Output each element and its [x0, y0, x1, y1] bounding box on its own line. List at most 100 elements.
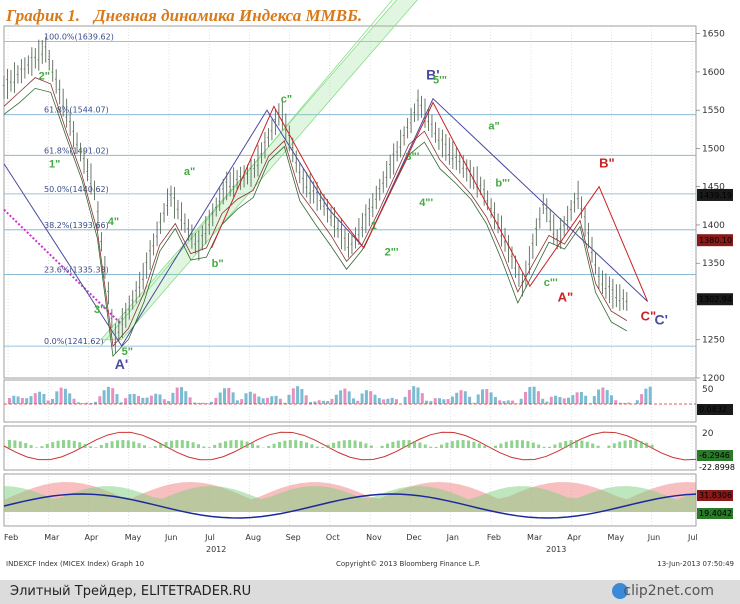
- indicator-1-bar: [218, 392, 222, 404]
- indicator-1-bar: [244, 393, 248, 404]
- indicator-1-bar: [635, 400, 639, 404]
- indicator-1-bar: [210, 401, 214, 404]
- indicator-1-bar: [545, 401, 549, 404]
- indicator-1-bar: [622, 403, 626, 404]
- indicator-1-bar: [536, 391, 540, 404]
- indicator-1-bar: [407, 389, 411, 404]
- x-tick-label: Jan: [446, 533, 459, 542]
- indicator-1-bar: [304, 395, 308, 404]
- wave-label-green: a": [488, 120, 499, 132]
- x-tick-label: Jun: [164, 533, 178, 542]
- indicator-3-tag-bg-2: [697, 508, 733, 519]
- moving-average-short: [3, 77, 628, 348]
- indicator-1-bar: [330, 398, 334, 404]
- wave-label-blue: A': [115, 356, 128, 372]
- indicator-1-bar: [20, 398, 24, 404]
- indicator-2-bar: [596, 445, 600, 448]
- wave-label-green: c"': [544, 277, 558, 289]
- y-tick-label: 1350: [702, 259, 725, 269]
- indicator-2-bar: [132, 441, 136, 448]
- indicator-1-bar: [506, 400, 510, 404]
- y-tick-label: 1500: [702, 144, 725, 154]
- indicator-2-bar: [110, 441, 114, 448]
- indicator-1-bar: [356, 400, 360, 404]
- indicator-1-bar: [72, 398, 76, 404]
- price-value-tag: 1302.94: [699, 295, 732, 304]
- indicator-2-bar: [186, 440, 190, 448]
- indicator-2-bar: [537, 444, 541, 448]
- indicator-2-bar: [418, 442, 422, 448]
- indicator-2-bar: [267, 445, 271, 448]
- indicator-1-bar: [382, 399, 386, 404]
- indicator-1-bar: [175, 387, 179, 404]
- indicator-2-bar: [24, 443, 28, 448]
- indicator-1-bar: [300, 389, 304, 404]
- title-main: Дневная динамика Индекса ММВБ.: [94, 6, 363, 25]
- indicator-2-bar: [342, 440, 346, 448]
- wave-label-green: c": [281, 94, 292, 106]
- indicator-1-bar: [98, 396, 102, 404]
- indicator-1-bar: [197, 402, 201, 404]
- indicator-2-bar: [83, 444, 87, 448]
- indicator-1-bar: [524, 391, 527, 404]
- year-label: 2012: [206, 545, 226, 554]
- price-panel-frame: [3, 25, 697, 379]
- indicator-1-bar: [468, 396, 472, 404]
- indicator-1-bar: [403, 396, 407, 404]
- indicator-2-bar: [531, 442, 535, 448]
- indicator-2-bar: [413, 441, 416, 448]
- fib-level-label: 61.8%(1544.07): [44, 106, 109, 115]
- indicator-1-tag: 0.0832: [699, 405, 727, 414]
- wave-label-green: 2": [39, 71, 50, 83]
- indicator-2-bar: [121, 440, 125, 448]
- fib-level-label: 0.0%(1241.62): [44, 337, 104, 346]
- indicator-1-bar: [459, 390, 463, 404]
- price-value-tag-bg: [697, 234, 733, 247]
- indicator-2-bar: [213, 444, 217, 448]
- indicator-1-bar: [334, 394, 338, 404]
- price-value-tag: 1380.10: [699, 236, 732, 245]
- indicator-1-bar: [532, 386, 536, 404]
- indicator-2-bar: [504, 441, 508, 448]
- indicator-1-bar: [278, 398, 282, 404]
- indicator-2-bar: [29, 445, 33, 448]
- indicator-2-bar: [251, 443, 254, 448]
- indicator-2-bar: [256, 445, 260, 448]
- indicator-2-bar: [645, 442, 649, 448]
- indicator-2-bar: [191, 442, 195, 448]
- indicator-1-bar: [450, 396, 454, 404]
- indicator-1-bar: [253, 393, 257, 404]
- indicator-2-bar: [526, 441, 530, 448]
- wave-line-red: [211, 101, 649, 302]
- indicator-2-bar: [494, 445, 497, 448]
- indicator-1-bar: [46, 400, 50, 404]
- x-tick-label: Feb: [487, 533, 501, 542]
- indicator-1-bar: [592, 396, 596, 404]
- indicator-1-bar: [438, 398, 441, 404]
- indicator-1-bar: [89, 403, 93, 404]
- indicator-1-bar: [554, 395, 558, 404]
- indicator-2-bar: [13, 440, 17, 448]
- indicator-2-bar: [99, 444, 103, 448]
- indicator-2-bar: [315, 446, 319, 448]
- indicator-2-bar: [423, 444, 427, 448]
- indicator-1-tag-bg: [697, 404, 733, 415]
- indicator-1-bar: [184, 391, 188, 404]
- x-tick-label: Mar: [44, 533, 60, 542]
- indicator-1-bar: [240, 399, 244, 404]
- indicator-1-bar: [81, 403, 85, 404]
- indicator-1-bar: [205, 403, 209, 404]
- wave-label-green: 5": [122, 346, 133, 358]
- indicator-1-bar: [562, 398, 566, 404]
- indicator-2-bar: [472, 441, 476, 448]
- indicator-1-bar: [416, 387, 420, 404]
- indicator-2-bar: [278, 441, 281, 448]
- indicator-1-bar: [420, 393, 424, 404]
- wave-label-green: b"': [495, 178, 510, 190]
- indicator-2-bar: [461, 440, 465, 448]
- indicator-2-bar: [116, 440, 119, 448]
- x-tick-label: Nov: [366, 533, 382, 542]
- x-tick-label: Apr: [84, 533, 99, 542]
- indicator-1-bar: [223, 388, 226, 404]
